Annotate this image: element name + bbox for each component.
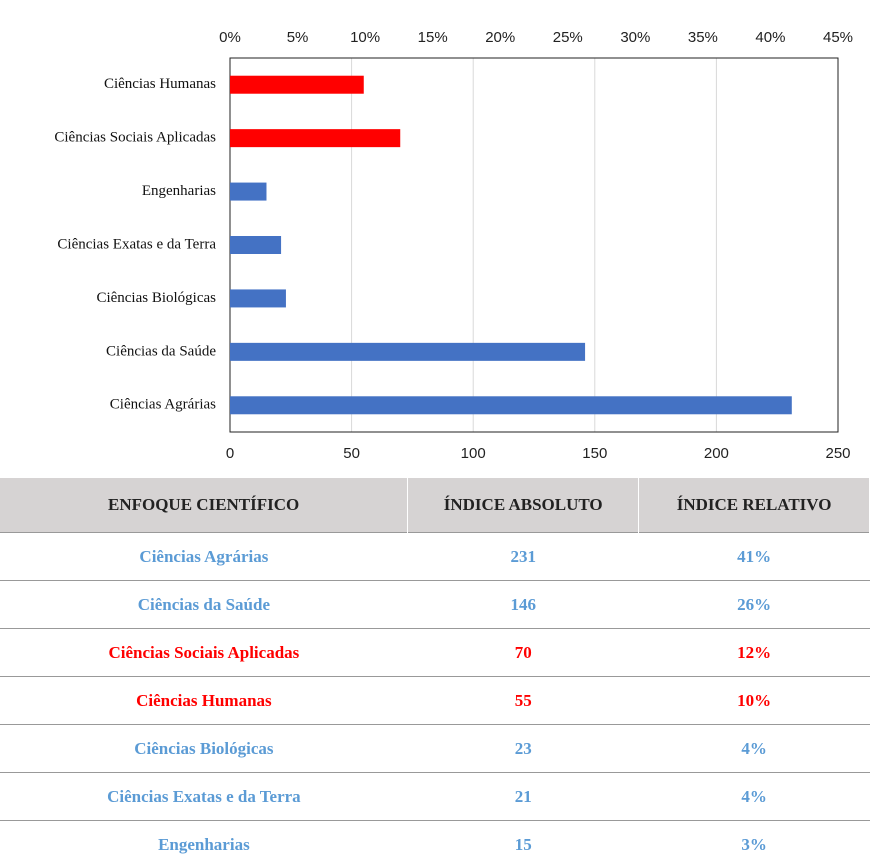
table-cell: Ciências Biológicas — [0, 725, 408, 773]
bar — [230, 289, 286, 307]
x2-tick-label: 30% — [620, 29, 650, 46]
plot-frame — [230, 58, 838, 432]
x-tick-label: 100 — [461, 445, 486, 462]
chart: 0 50 100 150 200 250 0% 5% 10% 15% 20% 25% 30% 35% 40%… — [0, 0, 870, 478]
x2-tick-label: 10% — [350, 29, 380, 46]
bar — [230, 129, 400, 147]
table-cell: 70 — [408, 629, 639, 677]
table-cell: 4% — [639, 725, 870, 773]
table-cell: 41% — [639, 533, 870, 581]
bar — [230, 343, 585, 361]
table-cell: 26% — [639, 581, 870, 629]
page: 0 50 100 150 200 250 0% 5% 10% 15% 20% 25% 30% 35% 40%… — [0, 0, 870, 841]
header-cell: ENFOQUE CIENTÍFICO — [0, 478, 408, 533]
header-cell: ÍNDICE ABSOLUTO — [408, 478, 639, 533]
table-cell: 4% — [639, 773, 870, 821]
x2-tick-label: 15% — [418, 29, 448, 46]
table-cell: 15 — [408, 821, 639, 868]
table-cell: 146 — [408, 581, 639, 629]
y-tick-label: Ciências Sociais Aplicadas — [54, 130, 216, 146]
x2-tick-label: 0% — [219, 29, 241, 46]
y-tick-label: Ciências Exatas e da Terra — [57, 236, 216, 252]
table-cell: Ciências Agrárias — [0, 533, 408, 581]
table-cell: 55 — [408, 677, 639, 725]
y-tick-label: Ciências Agrárias — [110, 397, 216, 413]
table-cell: 231 — [408, 533, 639, 581]
table-cell: Engenharias — [0, 821, 408, 868]
table-cell: Ciências da Saúde — [0, 581, 408, 629]
x2-tick-label: 35% — [688, 29, 718, 46]
y-tick-label: Engenharias — [142, 183, 216, 199]
table-cell: Ciências Sociais Aplicadas — [0, 629, 408, 677]
table-cell: Ciências Humanas — [0, 677, 408, 725]
x-tick-label: 150 — [582, 445, 607, 462]
x-tick-label: 50 — [343, 445, 360, 462]
y-tick-label: Ciências Biológicas — [96, 290, 216, 306]
table-cell: 12% — [639, 629, 870, 677]
x-tick-label: 0 — [226, 445, 234, 462]
bar — [230, 396, 792, 414]
bar — [230, 76, 364, 94]
x2-tick-label: 5% — [287, 29, 309, 46]
table-cell: 21 — [408, 773, 639, 821]
bar — [230, 183, 266, 201]
table-cell: 3% — [639, 821, 870, 868]
x2-tick-label: 40% — [755, 29, 785, 46]
bar — [230, 236, 281, 254]
header-cell: ÍNDICE RELATIVO — [639, 478, 870, 533]
y-tick-label: Ciências da Saúde — [106, 343, 216, 359]
table-cell: 23 — [408, 725, 639, 773]
x2-tick-label: 45% — [823, 29, 853, 46]
y-tick-label: Ciências Humanas — [104, 76, 216, 92]
x2-tick-label: 20% — [485, 29, 515, 46]
table-cell: 10% — [639, 677, 870, 725]
x-tick-label: 250 — [825, 445, 850, 462]
x-tick-label: 200 — [704, 445, 729, 462]
x2-tick-label: 25% — [553, 29, 583, 46]
table-cell: Ciências Exatas e da Terra — [0, 773, 408, 821]
